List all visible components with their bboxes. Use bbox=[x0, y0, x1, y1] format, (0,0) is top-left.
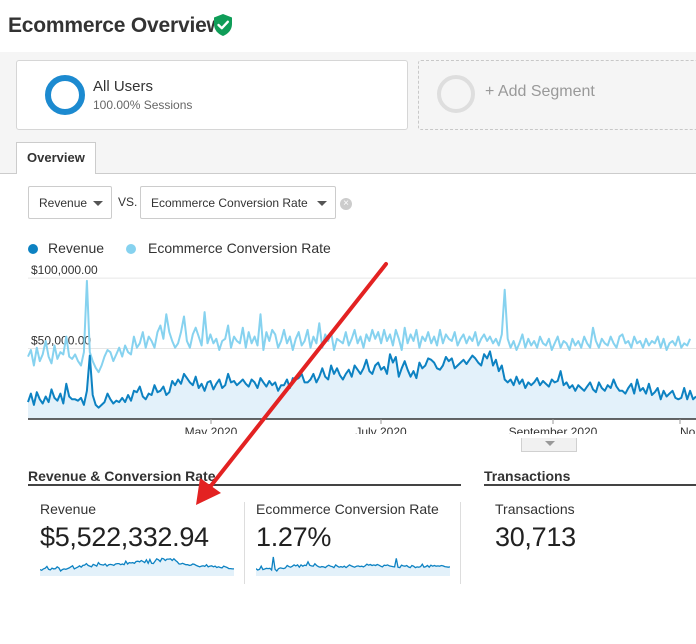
sparkline-area bbox=[40, 558, 234, 576]
sparkline-conversion bbox=[256, 556, 450, 576]
shield-check-icon bbox=[214, 14, 232, 36]
conversion-rate-line bbox=[27, 279, 692, 374]
x-tick-label: September 2020 bbox=[509, 425, 598, 434]
vs-label: VS. bbox=[118, 195, 138, 209]
page-title: Ecommerce Overview bbox=[8, 14, 223, 37]
legend-revenue[interactable]: Revenue bbox=[48, 240, 105, 256]
tab-overview[interactable]: Overview bbox=[16, 142, 96, 175]
add-segment-label: + Add Segment bbox=[485, 83, 595, 100]
metric-value-transactions: 30,713 bbox=[495, 522, 576, 552]
metric-divider bbox=[244, 502, 245, 584]
metric-label-transactions: Transactions bbox=[495, 501, 575, 517]
metric-value-conversion: 1.27% bbox=[256, 522, 332, 552]
segment-subtitle: 100.00% Sessions bbox=[93, 98, 193, 112]
secondary-metric-dropdown[interactable]: Ecommerce Conversion Rate bbox=[140, 186, 336, 219]
page-header: Ecommerce Overview bbox=[0, 0, 696, 52]
secondary-metric-value: Ecommerce Conversion Rate bbox=[151, 196, 308, 210]
segment-ring-icon bbox=[45, 75, 85, 115]
primary-metric-value: Revenue bbox=[39, 196, 88, 210]
revenue-conversion-chart[interactable]: $100,000.00 $50,000.00 May 2020 July 2020 Se… bbox=[0, 264, 696, 434]
empty-segment-ring-icon bbox=[437, 75, 475, 113]
chevron-down-icon bbox=[317, 201, 327, 206]
x-tick-label: No bbox=[680, 425, 696, 434]
legend-conversion-rate[interactable]: Ecommerce Conversion Rate bbox=[148, 240, 331, 256]
sparkline-transactions bbox=[495, 552, 689, 576]
segment-all-users[interactable]: All Users 100.00% Sessions bbox=[16, 60, 408, 130]
section-title-revenue: Revenue & Conversion Rate bbox=[28, 468, 216, 484]
x-tick-label: July 2020 bbox=[355, 425, 407, 434]
tab-strip: Overview bbox=[0, 142, 696, 175]
sparkline-path bbox=[256, 556, 450, 573]
clear-x-icon[interactable]: × bbox=[340, 198, 352, 210]
segment-bar: All Users 100.00% Sessions + Add Segment bbox=[0, 52, 696, 142]
add-segment-button[interactable]: + Add Segment bbox=[418, 60, 696, 130]
segment-name: All Users bbox=[93, 78, 154, 95]
sparkline-area bbox=[256, 557, 450, 576]
metric-label-conversion: Ecommerce Conversion Rate bbox=[256, 501, 439, 517]
metric-value-revenue: $5,522,332.94 bbox=[40, 522, 209, 552]
section-rule bbox=[484, 484, 696, 486]
y-tick-label: $100,000.00 bbox=[31, 264, 98, 277]
section-rule bbox=[28, 484, 461, 486]
collapse-chart-toggle[interactable] bbox=[521, 438, 577, 452]
revenue-area bbox=[28, 351, 696, 419]
sparkline-revenue bbox=[40, 557, 234, 576]
metric-label-revenue: Revenue bbox=[40, 501, 97, 517]
chevron-down-icon bbox=[93, 201, 103, 206]
sparkline-path bbox=[40, 557, 234, 573]
legend-dot-revenue bbox=[28, 244, 38, 254]
y-tick-label: $50,000.00 bbox=[31, 334, 91, 348]
section-title-transactions: Transactions bbox=[484, 468, 571, 484]
primary-metric-dropdown[interactable]: Revenue bbox=[28, 186, 112, 219]
legend-dot-conversion bbox=[126, 244, 136, 254]
metric-divider bbox=[460, 502, 461, 584]
x-tick-label: May 2020 bbox=[185, 425, 238, 434]
triangle-down-icon bbox=[545, 441, 555, 446]
overview-panel: Revenue VS. Ecommerce Conversion Rate × … bbox=[0, 174, 696, 644]
